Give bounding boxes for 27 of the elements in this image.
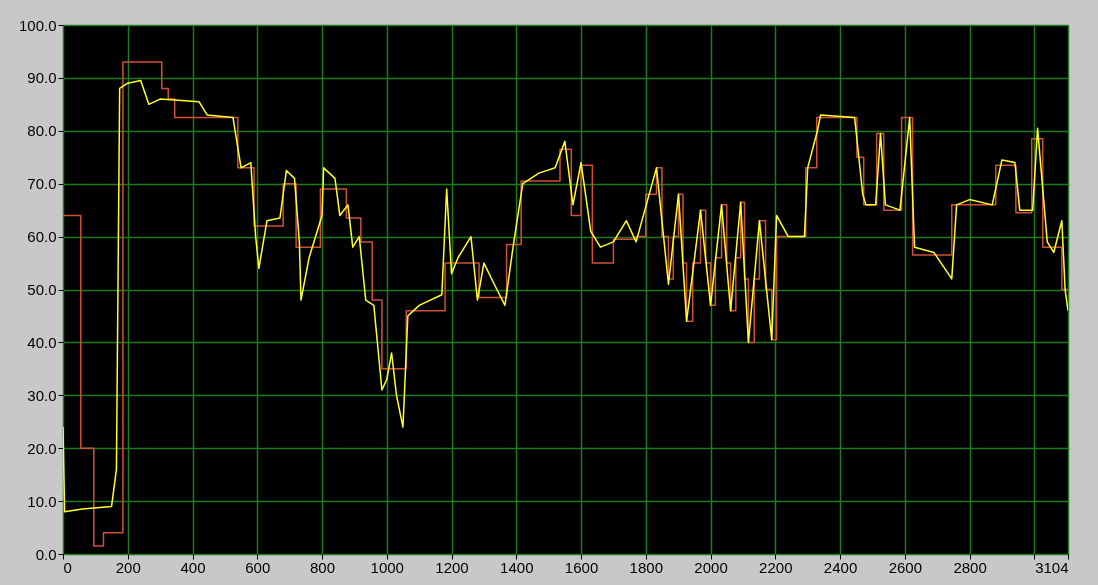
x-tick-label: 1200 bbox=[435, 558, 469, 576]
x-tick-label: 600 bbox=[245, 558, 271, 576]
x-tick-label: 3104 bbox=[1035, 558, 1069, 576]
x-tick-label: 2200 bbox=[759, 558, 793, 576]
x-tick-label: 2000 bbox=[694, 558, 728, 576]
x-tick-label: 200 bbox=[115, 558, 141, 576]
x-tick-label: 1600 bbox=[564, 558, 599, 576]
y-tick-label: 70.0 bbox=[27, 175, 57, 193]
x-tick-label: 400 bbox=[180, 558, 206, 576]
y-tick-label: 50.0 bbox=[27, 281, 57, 298]
x-tick-label: 0 bbox=[63, 558, 72, 576]
y-tick-label: 80.0 bbox=[27, 122, 57, 140]
y-tick-label: 60.0 bbox=[27, 228, 57, 246]
y-tick-label: 40.0 bbox=[27, 333, 57, 351]
y-tick-label: 100.0 bbox=[18, 16, 57, 34]
x-tick-label: 2800 bbox=[953, 558, 987, 576]
y-tick-label: 30.0 bbox=[27, 386, 57, 404]
y-tick-label: 90.0 bbox=[27, 69, 57, 87]
x-tick-label: 2400 bbox=[823, 558, 858, 576]
y-tick-label: 20.0 bbox=[27, 439, 57, 457]
x-tick-label: 1400 bbox=[500, 558, 534, 576]
y-tick-label: 0.0 bbox=[35, 545, 57, 563]
x-tick-label: 2600 bbox=[888, 558, 922, 576]
x-tick-label: 800 bbox=[310, 558, 336, 576]
x-tick-label: 1800 bbox=[629, 558, 663, 576]
x-tick-label: 1000 bbox=[370, 558, 404, 576]
y-tick-label: 10.0 bbox=[27, 492, 57, 510]
